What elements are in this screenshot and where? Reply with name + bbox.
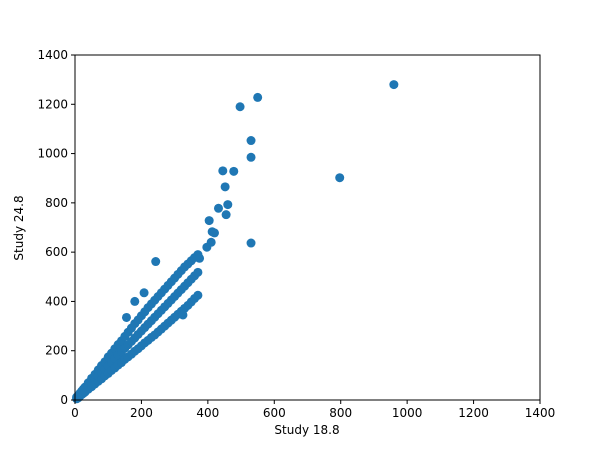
x-tick-label: 1400 <box>525 406 556 420</box>
point <box>130 296 140 306</box>
point <box>335 173 345 183</box>
point <box>193 290 203 300</box>
point <box>235 102 245 112</box>
point <box>220 182 230 192</box>
plot-frame <box>74 54 541 401</box>
point <box>229 166 239 176</box>
point <box>246 136 256 146</box>
y-tick-label: 0 <box>60 393 68 407</box>
point <box>218 166 228 176</box>
point <box>389 80 399 90</box>
x-tick-label: 200 <box>130 406 153 420</box>
x-tick-label: 1200 <box>458 406 489 420</box>
point <box>223 200 233 210</box>
x-tick-label: 0 <box>71 406 79 420</box>
x-tick-label: 1000 <box>392 406 423 420</box>
point <box>139 288 149 298</box>
point <box>213 203 223 213</box>
point <box>253 92 263 102</box>
y-tick-label: 800 <box>45 196 68 210</box>
point <box>121 312 131 322</box>
point <box>202 242 212 252</box>
y-tick-label: 400 <box>45 294 68 308</box>
point <box>193 267 203 277</box>
point <box>151 257 161 267</box>
x-tick-label: 400 <box>196 406 219 420</box>
point <box>221 210 231 220</box>
y-tick-label: 1000 <box>37 147 68 161</box>
x-tick-label: 600 <box>263 406 286 420</box>
y-tick-label: 1400 <box>37 48 68 62</box>
point <box>204 216 214 226</box>
y-tick-label: 200 <box>45 344 68 358</box>
points <box>72 80 399 404</box>
point <box>210 228 219 238</box>
point <box>246 152 256 162</box>
x-tick-label: 800 <box>329 406 352 420</box>
point <box>195 253 205 263</box>
x-axis-label: Study 18.8 <box>274 423 339 437</box>
point <box>246 238 256 248</box>
y-tick-label: 1200 <box>37 97 68 111</box>
point <box>178 310 188 320</box>
y-axis-label: Study 24.8 <box>12 195 26 260</box>
y-tick-label: 600 <box>45 245 68 259</box>
